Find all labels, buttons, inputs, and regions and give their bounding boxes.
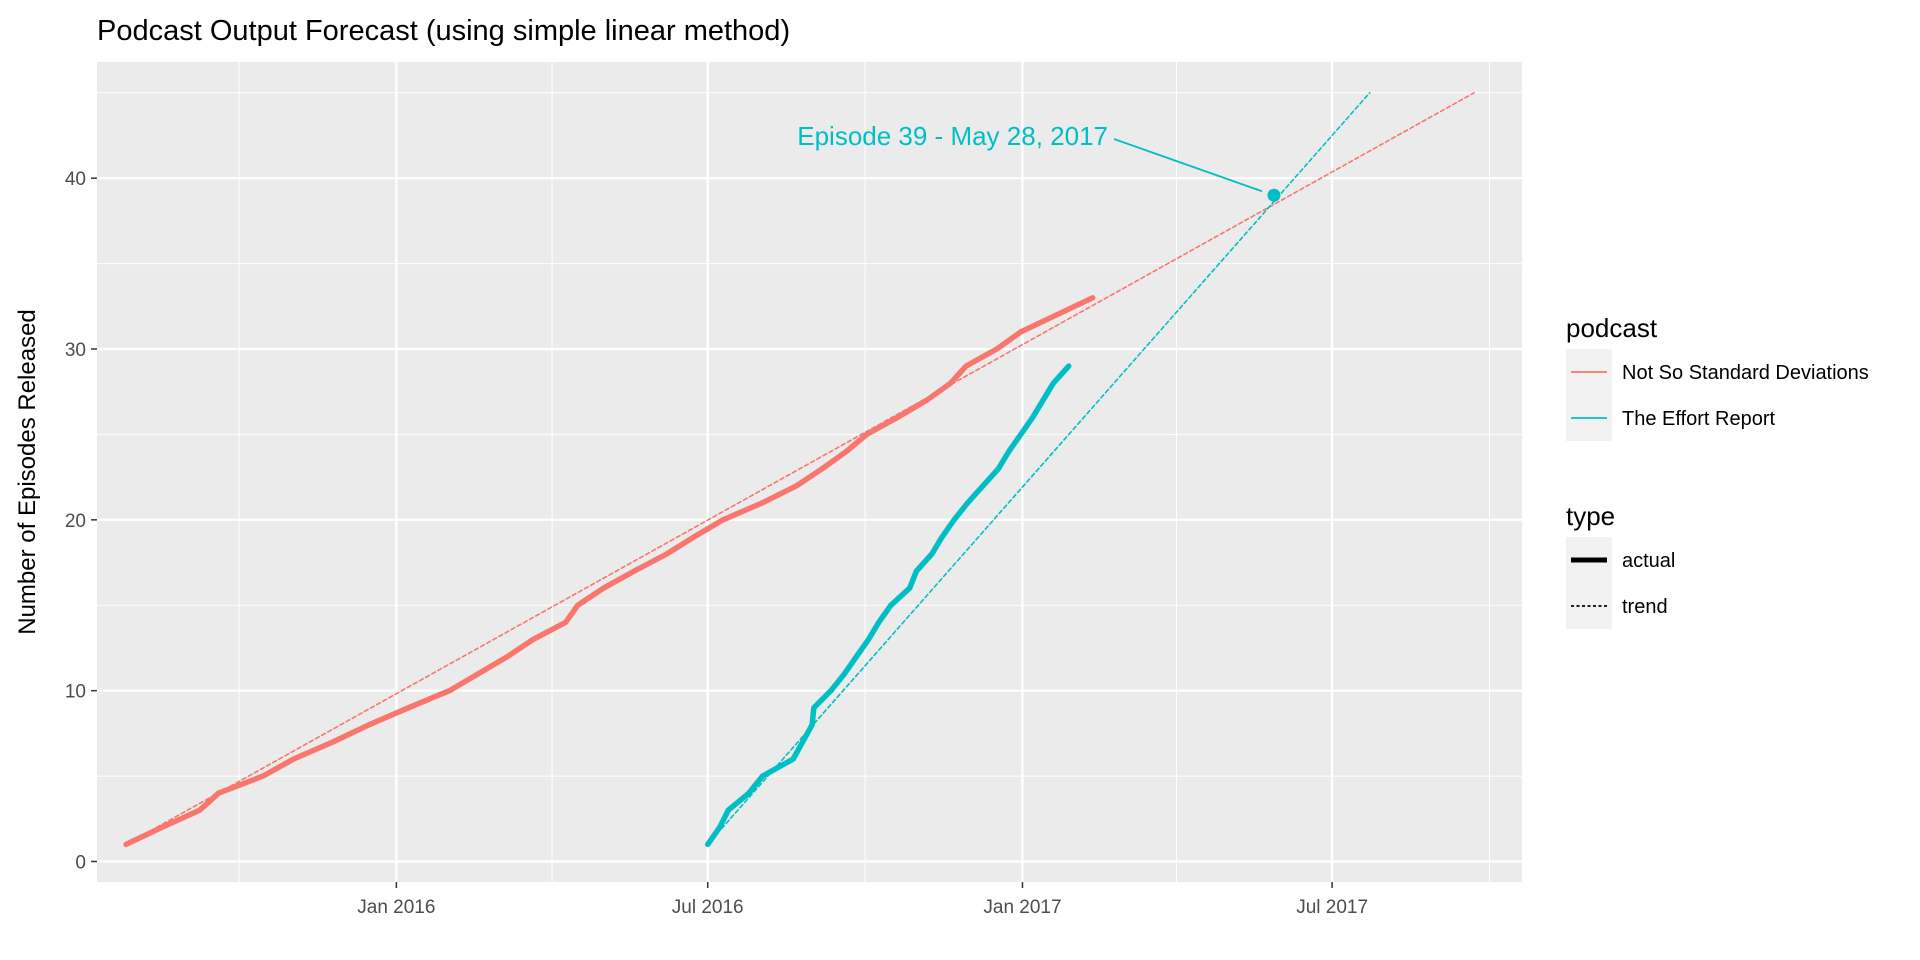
legend-title: podcast [1566, 313, 1658, 343]
y-axis: 0 10 20 30 40 [65, 169, 97, 874]
annotation-leader-line [1113, 138, 1263, 193]
series-layer [123, 92, 1475, 848]
minor-gridlines [97, 62, 1522, 882]
x-tick-label: Jan 2016 [357, 897, 435, 918]
x-axis: Jan 2016 Jul 2016 Jan 2017 Jul 2017 [357, 882, 1368, 918]
y-tick-label: 10 [65, 682, 86, 703]
y-tick-label: 30 [65, 340, 86, 361]
series-line-the-effort-report-trend [706, 92, 1371, 846]
y-axis-title: Number of Episodes Released [14, 309, 41, 635]
annotation-layer: Episode 39 - May 28, 2017 [797, 121, 1281, 202]
x-tick-label: Jul 2016 [672, 897, 744, 918]
x-tick-label: Jan 2017 [983, 897, 1061, 918]
x-tick-label: Jul 2017 [1296, 897, 1368, 918]
annotation-point [1267, 188, 1281, 202]
legend-label: Not So Standard Deviations [1622, 362, 1869, 384]
legend-title: type [1566, 501, 1615, 531]
legend: podcast Not So Standard Deviations The Eff… [1566, 313, 1869, 629]
legend-label: actual [1622, 550, 1675, 572]
series-line-not-so-standard-deviations-trend [125, 92, 1475, 846]
series-line-the-effort-report-actual [704, 363, 1072, 848]
y-tick-label: 0 [75, 853, 86, 874]
annotation-label: Episode 39 - May 28, 2017 [797, 121, 1108, 151]
chart-title: Podcast Output Forecast (using simple li… [97, 15, 790, 47]
y-tick-label: 40 [65, 169, 86, 190]
series-line-not-so-standard-deviations-actual [123, 295, 1096, 848]
legend-label: The Effort Report [1622, 408, 1775, 430]
y-tick-label: 20 [65, 511, 86, 532]
major-gridlines [97, 62, 1522, 882]
legend-label: trend [1622, 596, 1668, 618]
